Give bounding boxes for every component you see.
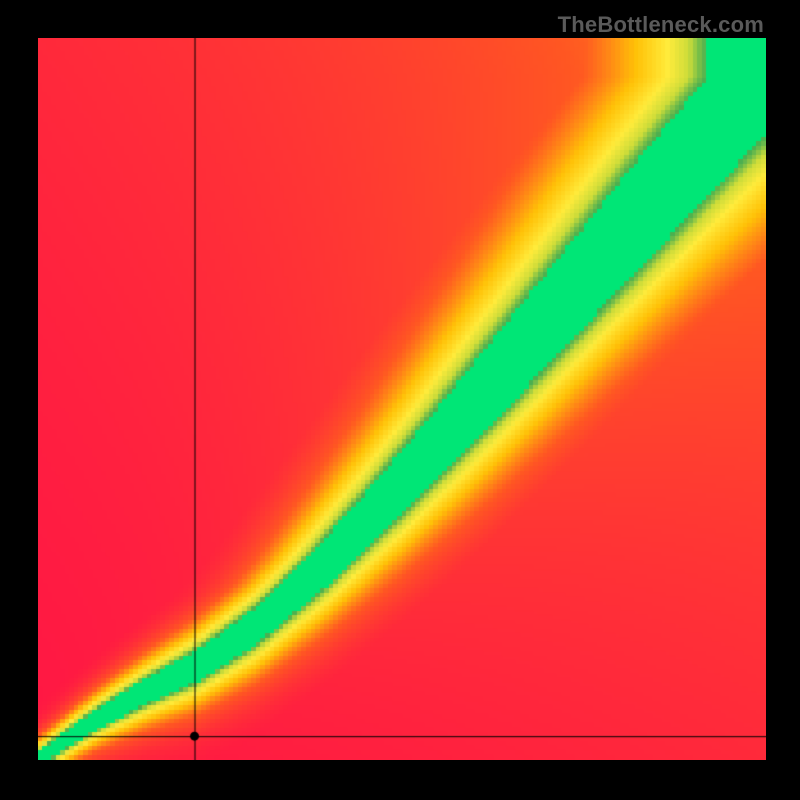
chart-container: TheBottleneck.com bbox=[0, 0, 800, 800]
heatmap-plot bbox=[38, 38, 766, 760]
watermark-text: TheBottleneck.com bbox=[558, 12, 764, 38]
